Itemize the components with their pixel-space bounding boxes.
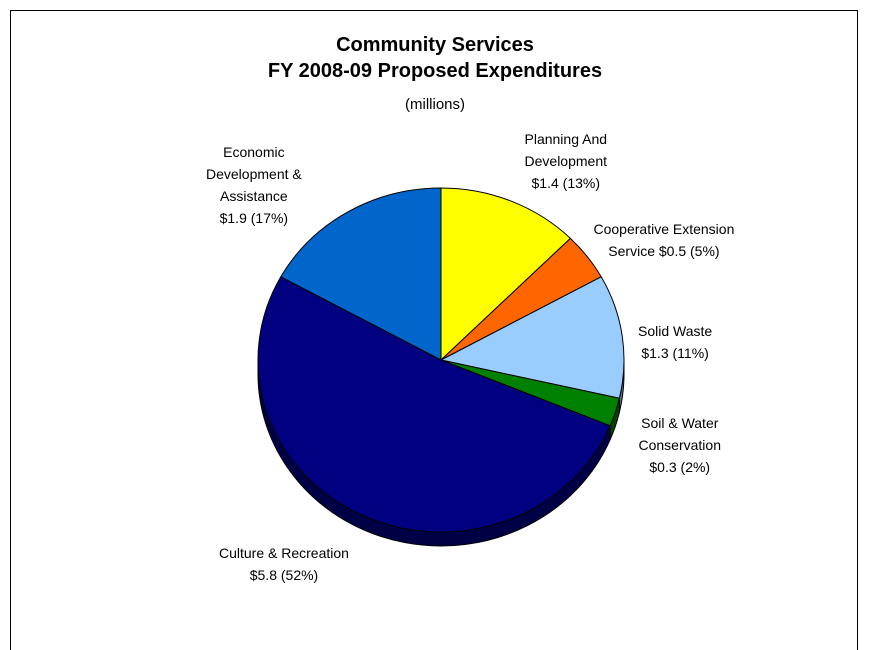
slice-label-0-line-0: Planning And — [524, 131, 608, 147]
slice-label-1: Cooperative Extension Service $0.5 (5%) — [594, 218, 735, 262]
slice-label-3-line-1: Conservation — [638, 437, 722, 453]
slice-label-3-line-0: Soil & Water — [641, 415, 719, 431]
slice-label-2-line-1: $1.3 (11%) — [641, 345, 709, 361]
slice-label-5-line-3: $1.9 (17%) — [219, 210, 289, 226]
slice-label-4: Culture & Recreation $5.8 (52%) — [219, 542, 349, 586]
slice-label-5-line-2: Assistance — [220, 188, 288, 204]
slice-label-5-line-1: Development & — [206, 166, 302, 182]
pie-slice-2 — [439, 276, 625, 399]
chart-title-line-1: Community Services — [336, 34, 534, 56]
slice-label-2-line-0: Solid Waste — [638, 323, 713, 339]
slice-label-0-line-1: Development — [524, 153, 608, 169]
slice-label-4-line-1: $5.8 (52%) — [249, 567, 319, 583]
slice-label-5: Economic Development & Assistance $1.9 (17%… — [206, 141, 302, 229]
slice-label-1-line-0: Cooperative Extension — [593, 221, 735, 237]
slice-label-3-line-2: $0.3 (2%) — [649, 459, 711, 475]
pie-slice-5 — [280, 187, 442, 361]
pie-slice-4 — [257, 276, 611, 533]
chart-title-line-2: FY 2008-09 Proposed Expenditures — [267, 60, 603, 82]
slice-label-4-line-0: Culture & Recreation — [219, 545, 349, 561]
slice-label-0-line-2: $1.4 (13%) — [531, 175, 600, 191]
slice-label-3: Soil & Water Conservation $0.3 (2%) — [639, 412, 722, 478]
slice-label-0: Planning And Development $1.4 (13%) — [525, 128, 608, 194]
chart-subtitle: (millions) — [405, 96, 465, 113]
pie-slice-0 — [440, 187, 572, 362]
slice-label-2: Solid Waste $1.3 (11%) — [638, 320, 712, 364]
slice-label-1-line-1: Service $0.5 (5%) — [608, 243, 720, 259]
slice-label-5-line-0: Economic — [223, 144, 285, 160]
